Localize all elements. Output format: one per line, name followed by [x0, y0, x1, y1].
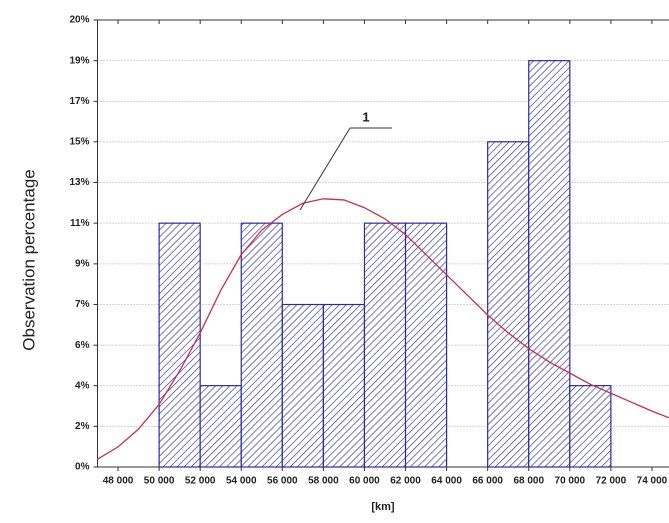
y-tick-label: 11% — [70, 218, 90, 229]
bar — [240, 222, 283, 468]
y-tick-label: 15% — [69, 136, 89, 147]
y-tick-label: 0% — [75, 462, 90, 473]
x-tick-label: 72 000 — [596, 476, 627, 487]
x-tick-label: 48 000 — [103, 476, 134, 487]
bar — [363, 222, 407, 468]
y-tick-label: 6% — [75, 340, 90, 351]
x-tick-label: 52 000 — [185, 476, 216, 487]
x-tick-label: 74 000 — [637, 476, 668, 487]
y-tick-label: 19% — [69, 55, 89, 66]
x-tick-label: 62 000 — [390, 476, 421, 487]
bar — [528, 60, 571, 468]
y-tick-label: 20% — [69, 15, 89, 26]
fit-curve — [97, 198, 669, 460]
x-tick-label: 60 000 — [349, 476, 380, 487]
y-tick-label: 2% — [75, 421, 90, 432]
bar — [322, 303, 366, 468]
annotation: 1 — [362, 109, 369, 124]
bar — [199, 385, 242, 468]
x-axis-label: [km] — [371, 501, 395, 513]
bar — [404, 222, 448, 468]
x-tick-label: 66 000 — [472, 476, 503, 487]
x-tick-label: 50 000 — [144, 476, 175, 487]
x-tick-label: 68 000 — [513, 476, 544, 487]
x-tick-label: 64 000 — [431, 476, 462, 487]
x-tick-label: 70 000 — [555, 476, 586, 487]
x-tick-label: 54 000 — [226, 476, 257, 487]
y-axis-label: Observation percentage — [19, 169, 38, 350]
y-tick-label: 13% — [69, 177, 89, 188]
bar — [569, 385, 612, 468]
bar — [487, 141, 530, 468]
x-tick-label: 58 000 — [308, 476, 339, 487]
y-tick-label: 9% — [75, 258, 90, 269]
y-tick-label: 4% — [75, 380, 90, 391]
bar — [281, 303, 324, 468]
x-tick-label: 56 000 — [267, 476, 298, 487]
y-tick-label: 17% — [69, 96, 89, 107]
y-tick-label: 7% — [75, 299, 90, 310]
annotation-leader — [299, 127, 392, 211]
